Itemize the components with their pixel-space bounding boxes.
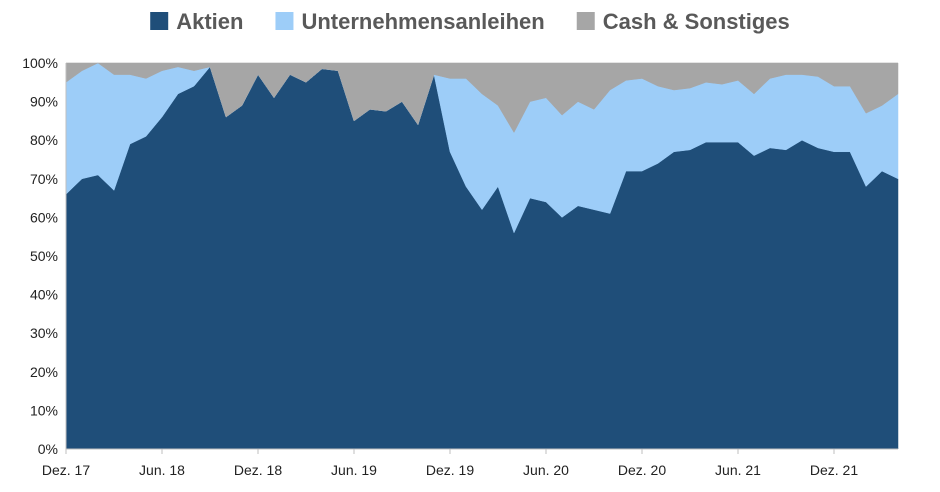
legend-label: Unternehmensanleihen (301, 9, 544, 34)
x-tick-label: Jun. 18 (139, 462, 185, 478)
y-tick-label: 0% (38, 441, 58, 457)
axes (65, 63, 898, 450)
x-tick-label: Dez. 20 (618, 462, 666, 478)
series-areas (65, 62, 899, 450)
y-tick-label: 30% (30, 325, 58, 341)
y-tick-label: 80% (30, 132, 58, 148)
area-cash-and-sonstiges (65, 62, 899, 133)
y-tick-label: 40% (30, 287, 58, 303)
x-tick-label: Dez. 21 (810, 462, 858, 478)
y-axis-ticks: 0% 10% 20% 30% 40% 50% 60% 70% 80% 90% 100% (22, 55, 58, 457)
x-tick-label: Jun. 19 (331, 462, 377, 478)
y-tick-label: 60% (30, 209, 58, 225)
y-tick-label: 10% (30, 402, 58, 418)
x-tick-label: Dez. 18 (234, 462, 282, 478)
x-tick-label: Dez. 19 (426, 462, 474, 478)
legend-item-cash-and-sonstiges: Cash & Sonstiges (576, 9, 790, 34)
x-tick-label: Jun. 21 (715, 462, 761, 478)
legend-label: Cash & Sonstiges (603, 9, 790, 34)
x-tick-label: Jun. 20 (523, 462, 569, 478)
legend-item-unternehmensanleihen: Unternehmensanleihen (275, 9, 545, 34)
x-tick-label: Dez. 17 (42, 462, 90, 478)
legend: Aktien Unternehmensanleihen Cash & Sonstig… (150, 9, 790, 34)
legend-swatch (275, 12, 294, 30)
y-tick-label: 100% (22, 55, 58, 71)
y-tick-label: 90% (30, 94, 58, 110)
legend-item-aktien: Aktien (150, 9, 243, 34)
y-tick-label: 70% (30, 171, 58, 187)
legend-swatch (150, 12, 169, 30)
x-axis-ticks: Dez. 17 Jun. 18 Dez. 18 Jun. 19 Dez. 19 Jun. … (42, 449, 858, 478)
legend-swatch (576, 12, 595, 30)
y-tick-label: 20% (30, 364, 58, 380)
y-tick-label: 50% (30, 248, 58, 264)
legend-label: Aktien (176, 9, 243, 34)
